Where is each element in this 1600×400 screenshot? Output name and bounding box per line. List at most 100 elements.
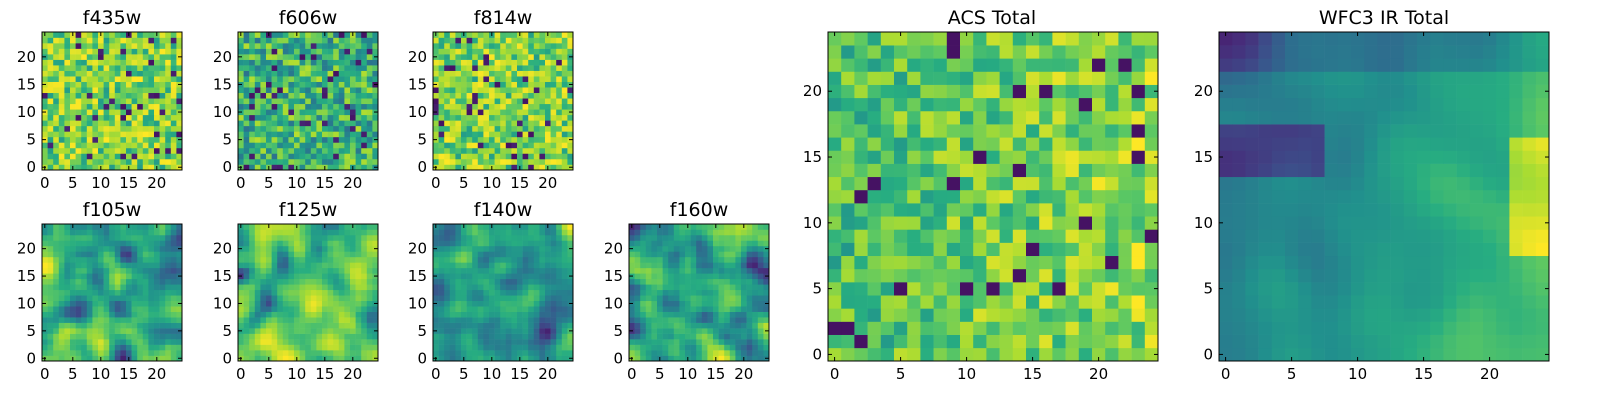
heatmap-cell bbox=[327, 37, 334, 44]
heatmap-cell bbox=[1118, 203, 1132, 217]
heatmap-cell bbox=[310, 256, 317, 263]
heatmap-cell bbox=[455, 142, 462, 149]
heatmap-cell bbox=[545, 251, 551, 258]
heatmap-cell bbox=[662, 245, 669, 252]
heatmap-cell bbox=[718, 224, 725, 230]
heatmap-cell bbox=[545, 333, 551, 340]
heatmap-cell bbox=[741, 256, 747, 263]
heatmap-cell bbox=[131, 103, 138, 110]
heatmap-cell bbox=[333, 355, 340, 362]
heatmap-cell bbox=[165, 339, 172, 345]
heatmap-cell bbox=[718, 317, 725, 323]
heatmap-cell bbox=[266, 87, 272, 94]
heatmap-cell bbox=[561, 120, 568, 127]
heatmap-cell bbox=[533, 289, 540, 296]
heatmap-cell bbox=[494, 256, 501, 263]
heatmap-cell bbox=[986, 347, 1000, 362]
heatmap-cell bbox=[673, 284, 680, 291]
heatmap-cell bbox=[528, 300, 535, 307]
heatmap-cell bbox=[288, 273, 295, 280]
heatmap-cell bbox=[316, 92, 323, 99]
heatmap-cell bbox=[696, 251, 703, 258]
heatmap-cell bbox=[533, 234, 540, 241]
heatmap-cell bbox=[500, 267, 507, 274]
heatmap-cell bbox=[338, 98, 345, 105]
heatmap-cell bbox=[483, 267, 490, 274]
heatmap-cell bbox=[645, 333, 652, 340]
heatmap-cell bbox=[561, 98, 568, 105]
heatmap-cell bbox=[1065, 242, 1080, 257]
heatmap-cell bbox=[159, 153, 166, 160]
heatmap-cell bbox=[461, 267, 467, 274]
heatmap-cell bbox=[126, 311, 132, 318]
heatmap-cell bbox=[355, 54, 362, 60]
heatmap-cell bbox=[254, 37, 261, 44]
y-tick-label: 20 bbox=[408, 240, 427, 258]
heatmap-cell bbox=[333, 32, 340, 38]
heatmap-cell bbox=[92, 153, 99, 160]
heatmap-cell bbox=[477, 224, 484, 230]
heatmap-cell bbox=[472, 240, 479, 247]
heatmap-cell bbox=[505, 92, 512, 99]
heatmap-cell bbox=[271, 120, 278, 127]
heatmap-cell bbox=[92, 109, 99, 116]
heatmap-cell bbox=[288, 224, 295, 230]
heatmap-cell bbox=[1012, 255, 1027, 270]
heatmap-cell bbox=[338, 350, 345, 356]
heatmap-cell bbox=[260, 81, 267, 88]
heatmap-cell bbox=[344, 48, 351, 55]
heatmap-cell bbox=[361, 262, 368, 269]
heatmap-cell bbox=[58, 37, 65, 44]
heatmap-cell bbox=[1052, 282, 1066, 296]
heatmap-cell bbox=[58, 262, 65, 269]
heatmap-cell bbox=[42, 333, 48, 340]
heatmap-cell bbox=[634, 322, 641, 329]
heatmap-cell bbox=[946, 334, 961, 349]
heatmap-cell bbox=[511, 306, 518, 312]
heatmap-cell bbox=[483, 120, 490, 127]
heatmap-cell bbox=[170, 229, 177, 236]
heatmap-cell bbox=[165, 59, 172, 66]
panel-title: f435w bbox=[83, 7, 142, 29]
heatmap-cell bbox=[372, 92, 379, 99]
heatmap-cell bbox=[333, 87, 340, 94]
heatmap-cell bbox=[305, 234, 312, 241]
heatmap-cell bbox=[545, 59, 551, 66]
heatmap-cell bbox=[729, 333, 736, 340]
heatmap-cell bbox=[433, 278, 439, 285]
heatmap-cell bbox=[81, 131, 88, 138]
heatmap-cell bbox=[350, 240, 356, 247]
heatmap-cell bbox=[271, 131, 278, 138]
heatmap-cell bbox=[494, 344, 501, 351]
heatmap-cell bbox=[1092, 334, 1106, 349]
heatmap-cell bbox=[327, 131, 334, 138]
heatmap-cell bbox=[165, 114, 172, 121]
heatmap-cell bbox=[438, 306, 445, 312]
heatmap-cell bbox=[494, 350, 501, 356]
heatmap-cell bbox=[517, 70, 523, 77]
heatmap-cell bbox=[933, 189, 948, 204]
heatmap-cell bbox=[511, 245, 518, 252]
heatmap-cell bbox=[126, 109, 132, 116]
heatmap-cell bbox=[254, 317, 261, 323]
heatmap-cell bbox=[249, 224, 256, 230]
heatmap-cell bbox=[310, 328, 317, 334]
heatmap-cell bbox=[685, 251, 691, 258]
heatmap-cell bbox=[176, 267, 183, 274]
heatmap-cell bbox=[533, 32, 540, 38]
heatmap-cell bbox=[103, 81, 110, 88]
heatmap-cell bbox=[455, 43, 462, 49]
heatmap-cell bbox=[461, 142, 467, 149]
heatmap-cell bbox=[455, 355, 462, 362]
heatmap-cell bbox=[763, 262, 770, 269]
heatmap-cell bbox=[350, 92, 356, 99]
heatmap-cell bbox=[539, 120, 546, 127]
heatmap-cell bbox=[294, 333, 300, 340]
heatmap-cell bbox=[657, 278, 663, 285]
heatmap-cell bbox=[53, 322, 60, 329]
heatmap-cell bbox=[449, 289, 456, 296]
heatmap-cell bbox=[53, 114, 60, 121]
heatmap-cell bbox=[545, 48, 551, 55]
heatmap-cell bbox=[294, 251, 300, 258]
